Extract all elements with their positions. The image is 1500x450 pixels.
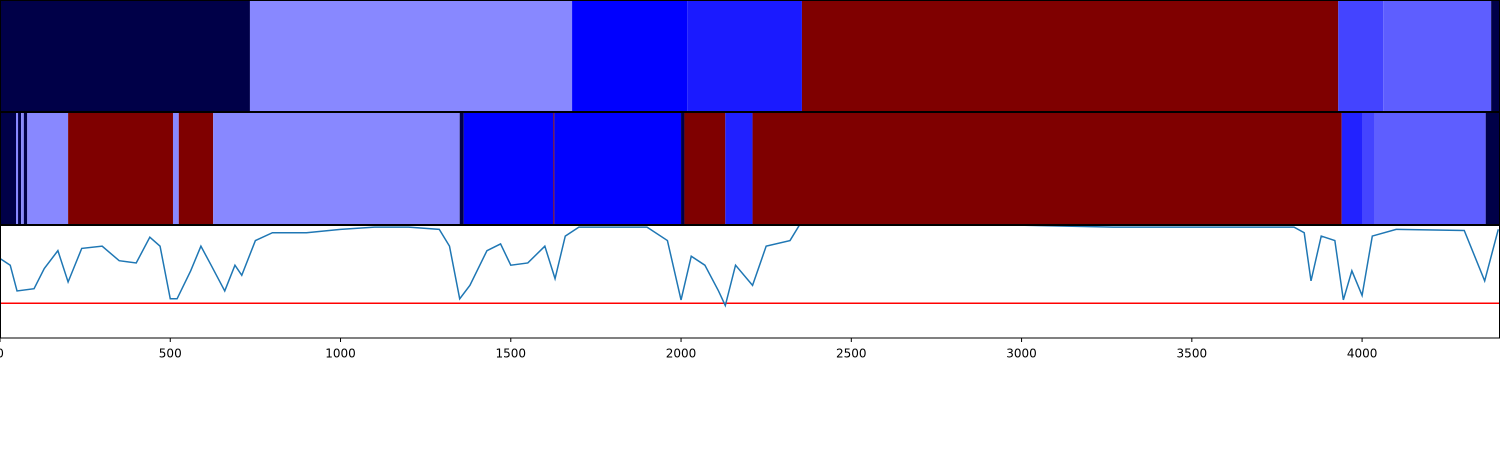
- x-tick-label: 1000: [325, 347, 356, 361]
- segment: [178, 113, 214, 225]
- segment: [18, 113, 22, 225]
- segment: [553, 113, 555, 225]
- segment: [1485, 113, 1500, 225]
- x-tick-label: 2500: [836, 347, 867, 361]
- x-tick-label: 3500: [1177, 347, 1208, 361]
- x-tick-label: 4000: [1347, 347, 1378, 361]
- segment: [27, 113, 69, 225]
- segment: [1491, 1, 1500, 112]
- segment: [681, 113, 685, 225]
- segment: [1383, 1, 1492, 112]
- segment: [1362, 113, 1375, 225]
- segment: [801, 1, 1339, 112]
- segment: [0, 1, 250, 112]
- segment: [172, 113, 179, 225]
- segment: [752, 113, 1342, 225]
- segment: [572, 1, 688, 112]
- segment: [1341, 113, 1363, 225]
- segment: [463, 113, 554, 225]
- x-tick-label: 3000: [1006, 347, 1037, 361]
- segment: [1338, 1, 1384, 112]
- segment: [16, 113, 19, 225]
- segment: [249, 1, 573, 112]
- x-tick-label: 1500: [496, 347, 527, 361]
- segment: [554, 113, 682, 225]
- segment: [459, 113, 464, 225]
- segment: [213, 113, 460, 225]
- segment: [725, 113, 753, 225]
- segment: [68, 113, 173, 225]
- segment: [21, 113, 24, 225]
- x-tick-label: 0: [0, 347, 4, 361]
- segment: [687, 1, 802, 112]
- segment: [0, 113, 17, 225]
- segment: [23, 113, 28, 225]
- segment: [684, 113, 726, 225]
- segment: [1374, 113, 1486, 225]
- data-line: [0, 226, 1500, 308]
- x-tick-label: 2000: [666, 347, 697, 361]
- plot-area: [0, 226, 1500, 308]
- x-tick-label: 500: [159, 347, 182, 361]
